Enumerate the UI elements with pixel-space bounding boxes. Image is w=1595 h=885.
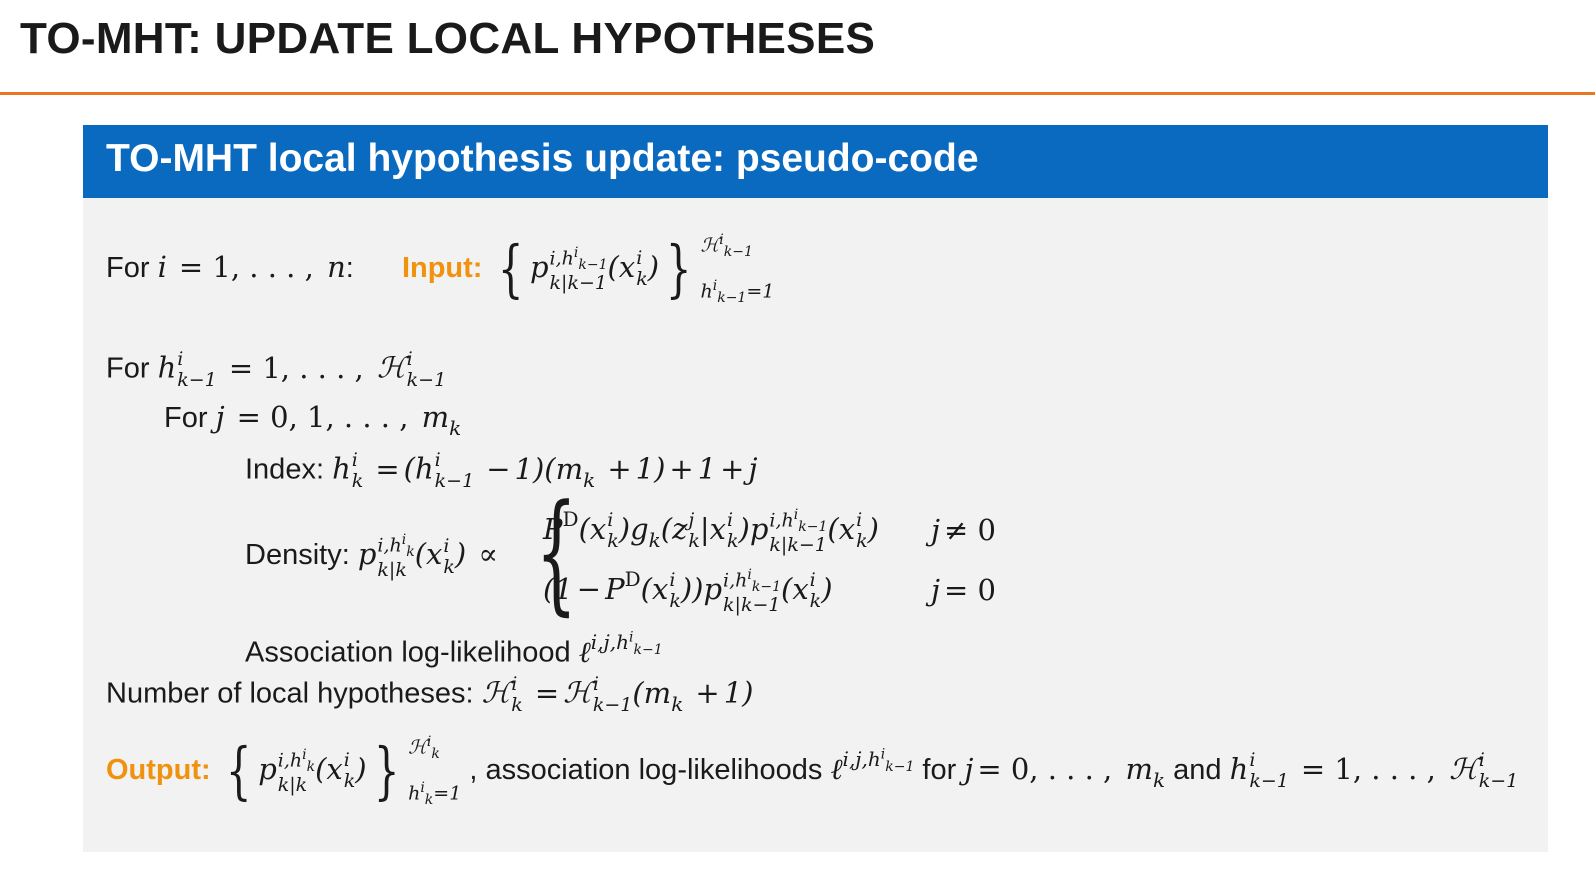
input-label: Input: [401,251,483,284]
association-label: Association log-likelihood [245,636,571,669]
range-text: = 0, 1, . . . , [236,400,418,434]
density-case2-condition: j = 0 [931,573,996,607]
range-text: = 1, . . . , [178,249,324,284]
slide-title: TO-MHT: UPDATE LOCAL HYPOTHESES [20,14,876,63]
colon: : [345,251,354,284]
n-symbol: n [327,249,346,284]
for-label: For [106,352,150,385]
line-association: Association log-likelihood ℓi,j,hik−1 [245,629,663,669]
line-for-j: For j = 0, 1, . . . , mk [164,400,462,440]
line-for-i: For i = 1, . . . , n: Input: {p i,hik−1 k|… [106,232,775,307]
block-title: TO-MHT local hypothesis update: pseudo-c… [106,137,979,180]
range-text: = 1, . . . , [228,350,373,385]
and-text: and [1173,753,1222,786]
density-case-detected: PD(x i k)gk(z j k |x i k)p i,hik−1 k|k−1 (x i k) [543,506,879,556]
index-label: Index: [245,453,324,486]
density-case-missed: (1− PD(x i k))p i,hik−1 k|k−1 (x i k) [543,566,833,616]
title-divider [0,92,1595,95]
line-output: Output: {p i,hik k|k (x i k)} ℋik hik=1 , assoc… [106,734,1519,809]
association-text: , association log-likelihoods [469,753,823,786]
density-cases-brace: { [535,476,578,628]
pseudo-code-block: TO-MHT local hypothesis update: pseudo-c… [83,125,1548,852]
output-label: Output: [106,753,211,786]
block-header: TO-MHT local hypothesis update: pseudo-c… [83,125,1548,198]
line-density: Density: p i,hik k|k (x i k) ∝ [245,532,498,582]
number-label: Number of local hypotheses: [106,677,474,710]
for-label: For [164,402,208,434]
density-label: Density: [245,539,350,572]
for-text: for [922,753,957,786]
range2: = 1, . . . , [1300,751,1446,786]
density-case1-condition: j ≠ 0 [931,513,996,547]
range1: = 0, . . . , [977,751,1122,786]
for-label: For [106,251,150,284]
